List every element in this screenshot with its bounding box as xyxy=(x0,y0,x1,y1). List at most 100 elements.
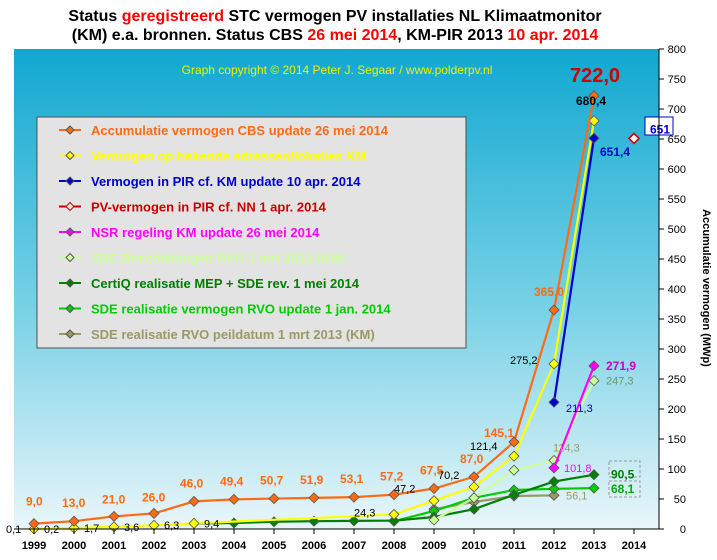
legend-label: SDE realisatie RVO peildatum 1 mrt 2013 … xyxy=(91,327,375,342)
series-marker xyxy=(508,450,520,462)
series xyxy=(548,132,600,408)
data-label: 680,4 xyxy=(576,94,606,108)
series-marker xyxy=(627,132,641,145)
y-axis-label: Accumulatie vermogen (MWp) xyxy=(700,209,712,367)
data-label: 51,9 xyxy=(300,473,324,487)
data-label: 121,4 xyxy=(470,441,498,453)
x-tick-label: 2014 xyxy=(622,540,647,552)
y-tick-label: 300 xyxy=(668,344,686,356)
legend-label: Accumulatie vermogen CBS update 26 mei 2… xyxy=(91,123,389,138)
series-marker xyxy=(508,489,520,501)
legend-item: CertiQ realisatie MEP + SDE rev. 1 mei 2… xyxy=(59,276,360,291)
series-marker xyxy=(348,491,360,503)
copyright-text: Graph copyright © 2014 Peter J. Segaar /… xyxy=(182,63,493,77)
series-marker xyxy=(428,482,440,495)
data-label: 651 xyxy=(650,122,670,136)
y-tick-label: 200 xyxy=(668,404,686,416)
series-line xyxy=(552,365,596,469)
chart-title-line-1: Status geregistreerd STC vermogen PV ins… xyxy=(68,8,601,25)
series-marker xyxy=(68,515,80,527)
chart-title-line-2: (KM) e.a. bronnen. Status CBS 26 mei 201… xyxy=(72,27,599,44)
series-line xyxy=(433,494,555,511)
series-marker xyxy=(588,469,600,481)
data-label: 101,8 xyxy=(564,463,592,475)
series-marker xyxy=(548,462,560,474)
series-line xyxy=(393,487,595,523)
title-segment: (KM) e.a. bronnen. Status CBS xyxy=(72,27,308,44)
data-label: 21,0 xyxy=(102,492,126,506)
data-label: 0,2 xyxy=(44,524,59,536)
x-tick-label: 1999 xyxy=(22,540,46,552)
y-tick-label: 0 xyxy=(680,524,686,536)
data-label: 365,0 xyxy=(534,285,564,299)
y-tick-label: 500 xyxy=(668,224,686,236)
legend-marker xyxy=(65,329,75,339)
series-marker xyxy=(548,396,560,408)
legend-box xyxy=(36,116,467,349)
x-tick-label: 2005 xyxy=(262,540,286,552)
data-label: 53,1 xyxy=(340,472,364,486)
title-segment: STC vermogen PV installaties NL Klimaatm… xyxy=(224,8,602,25)
data-label: 6,3 xyxy=(164,520,179,532)
title-segment: geregistreerd xyxy=(122,8,224,25)
legend-marker xyxy=(65,303,75,314)
label-box xyxy=(608,460,641,478)
legend-marker xyxy=(65,201,75,212)
y-tick-label: 450 xyxy=(668,254,686,266)
legend-label: PV-vermogen in PIR cf. NN 1 apr. 2014 xyxy=(91,200,327,215)
series-marker xyxy=(348,515,360,527)
series-marker xyxy=(548,476,560,488)
series-marker xyxy=(468,481,480,493)
series-marker xyxy=(388,489,400,501)
data-label: 67,5 xyxy=(420,464,444,478)
series-marker xyxy=(388,515,400,527)
data-label: 211,3 xyxy=(566,403,593,415)
series-marker xyxy=(188,517,200,529)
series-marker xyxy=(468,492,480,504)
title-segment: 26 mei 2014 xyxy=(307,27,397,44)
x-tick-label: 2008 xyxy=(382,540,406,552)
y-tick-label: 150 xyxy=(668,434,686,446)
y-tick-label: 350 xyxy=(668,314,686,326)
data-label: 9,0 xyxy=(26,495,43,509)
data-label: 145,1 xyxy=(484,426,514,440)
legend-marker xyxy=(65,227,75,237)
legend-label: Vermogen in PIR cf. KM update 10 apr. 20… xyxy=(91,174,361,189)
legend-label: CertiQ realisatie MEP + SDE rev. 1 mei 2… xyxy=(91,276,360,291)
legend-label: NSR regeling KM update 26 mei 2014 xyxy=(91,225,320,240)
data-label: 46,0 xyxy=(180,476,204,490)
y-tick-label: 650 xyxy=(668,134,686,146)
series-marker xyxy=(188,495,200,507)
legend-label: Vermogen op bekende adressen/lokaties KM xyxy=(91,149,366,164)
series-marker xyxy=(508,436,520,448)
series-marker xyxy=(308,492,320,504)
data-label: 47,2 xyxy=(394,484,415,496)
label-box xyxy=(608,480,641,498)
legend-marker xyxy=(65,252,75,263)
legend-marker xyxy=(65,125,75,135)
legend-item: SDE Beschikkingen RVO 1 mrt 2013 (KM) xyxy=(59,251,345,266)
x-tick-label: 2013 xyxy=(582,540,606,552)
legend-item: Vermogen in PIR cf. KM update 10 apr. 20… xyxy=(59,174,361,189)
data-label: 56,1 xyxy=(566,490,587,502)
series-marker xyxy=(428,495,440,507)
x-tick-label: 2007 xyxy=(342,540,366,552)
legend-marker xyxy=(65,150,75,161)
data-label: 50,7 xyxy=(260,474,284,488)
series xyxy=(28,90,600,530)
series-marker xyxy=(428,514,440,526)
data-label: 271,9 xyxy=(606,359,636,373)
data-label: 3,6 xyxy=(124,522,139,534)
series-marker xyxy=(508,464,520,476)
data-label: 0,1 xyxy=(6,524,21,536)
series-marker xyxy=(468,471,480,483)
series-marker xyxy=(548,358,560,370)
legend-item: SDE realisatie RVO peildatum 1 mrt 2013 … xyxy=(59,327,375,342)
series-marker xyxy=(588,482,600,494)
legend-item: Accumulatie vermogen CBS update 26 mei 2… xyxy=(59,123,389,138)
series-marker xyxy=(588,132,600,144)
series-marker xyxy=(548,483,560,495)
series-line xyxy=(552,137,596,403)
data-label: 90,5 xyxy=(611,468,635,482)
series-marker xyxy=(588,375,600,387)
